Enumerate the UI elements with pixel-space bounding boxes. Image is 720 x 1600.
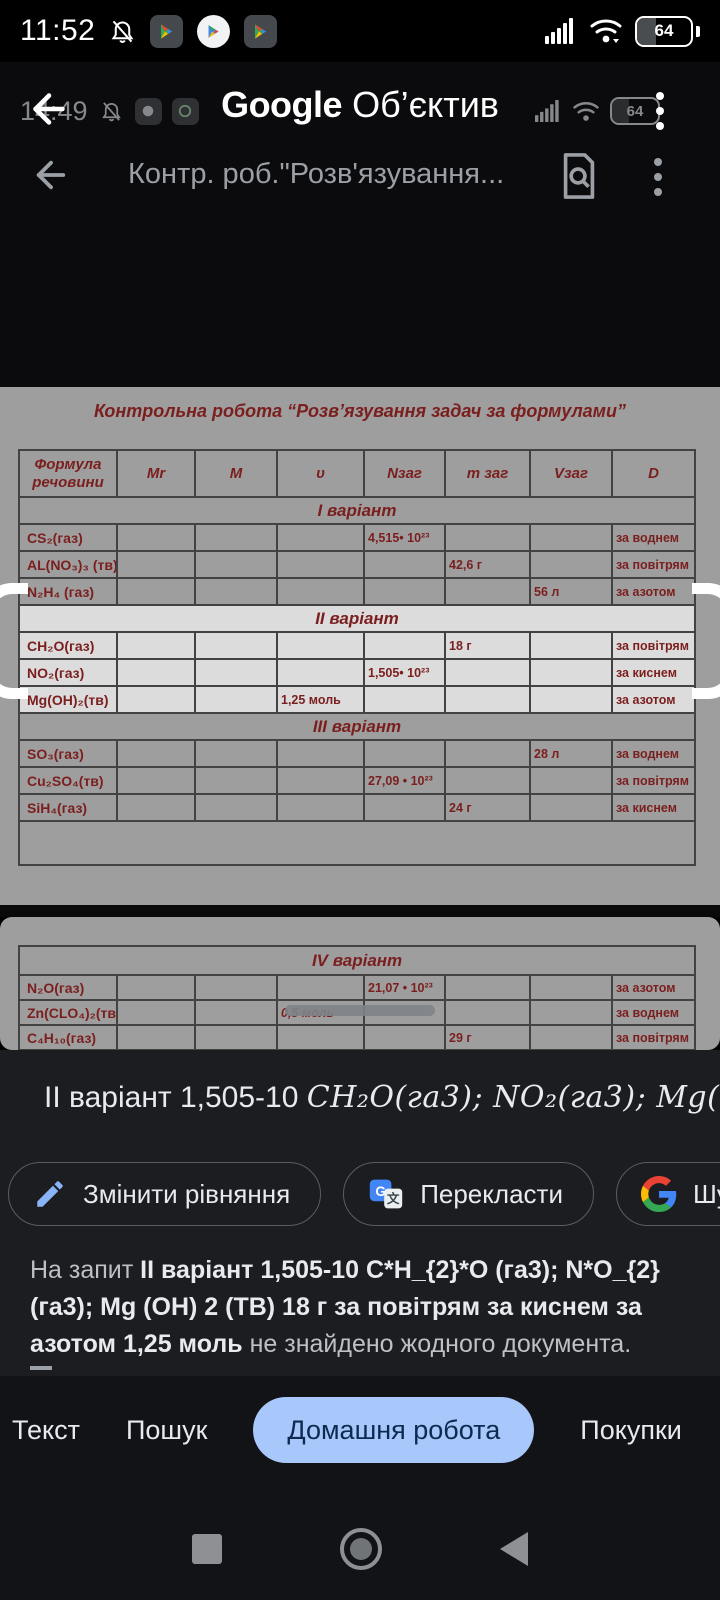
table-row: CS₂(газ) 4,515• 10²³ за воднем <box>18 523 696 552</box>
captured-screenshot-header: 14:49 64 Google Об’єктив <box>0 62 720 387</box>
android-navbar <box>0 1528 720 1570</box>
no-results-message: На запит ІІ варіант 1,505-10 C*H_{2}*O (… <box>30 1256 660 1358</box>
inner-mute-bell-icon <box>100 100 123 123</box>
notification-app-icon <box>244 14 278 48</box>
inner-app-icon <box>171 97 199 125</box>
notification-app-icon <box>150 14 184 48</box>
table-row: SiH₄(газ) 24 г за киснем <box>18 793 696 822</box>
table-row: Mg(OH)₂(тв) 1,25 моль за азотом <box>18 685 696 714</box>
search-button[interactable]: Шукати <box>615 1162 720 1226</box>
list-dash <box>30 1366 52 1370</box>
clock: 11:52 <box>20 14 96 47</box>
lens-overflow-menu[interactable] <box>656 92 664 130</box>
find-in-document-icon[interactable] <box>556 150 602 202</box>
pen-scribble <box>285 1005 435 1016</box>
back-button[interactable] <box>500 1532 528 1566</box>
mute-bell-icon <box>109 18 136 45</box>
inner-signal-icon <box>535 100 562 122</box>
svg-text:文: 文 <box>387 1191 400 1206</box>
selection-handle-right[interactable] <box>692 583 720 699</box>
worksheet-title: Контрольна робота “Розв’язування задач з… <box>94 401 626 421</box>
recognized-text: ІІ варіант 1,505-10 CH₂O(га3); NO₂(га3);… <box>44 1080 720 1115</box>
table-row: AL(NO₃)₃ (тв) 42,6 г за повітрям <box>18 550 696 579</box>
bottom-bar: Текст Пошук Домашня робота Покупки Місця <box>0 1376 720 1600</box>
lens-appbar: 14:49 64 Google Об’єктив <box>0 78 720 144</box>
google-g-icon <box>640 1176 677 1212</box>
lens-mode-tabs: Текст Пошук Домашня робота Покупки Місця <box>0 1396 720 1464</box>
table-row: N₂H₄ (газ) 56 л за азотом <box>18 577 696 606</box>
lens-result-panel: ІІ варіант 1,505-10 CH₂O(га3); NO₂(га3);… <box>0 1050 720 1376</box>
recents-button[interactable] <box>192 1534 222 1564</box>
doc-back-icon[interactable] <box>30 154 72 196</box>
doc-overflow-menu[interactable] <box>654 158 662 196</box>
variant-4-row: ІV варіант <box>17 945 697 976</box>
tab-homework[interactable]: Домашня робота <box>253 1397 535 1463</box>
lens-back-button[interactable] <box>26 86 72 132</box>
worksheet-table-2: ІV варіант N₂O(газ) 21,07 • 10²³ за азотом… <box>17 945 697 1051</box>
signal-icon <box>545 18 577 44</box>
doc-title: Контр. роб."Розв'язування... <box>128 158 505 190</box>
tab-search[interactable]: Пошук <box>125 1414 208 1445</box>
table-row: C₄H₁₀(газ) 29 г за повітрям <box>18 1024 697 1051</box>
query-text: ІІ варіант 1,505-10 C*H_{2}*O (га3); N*O… <box>30 1256 660 1358</box>
selection-handle-left[interactable] <box>0 583 28 699</box>
document-toolbar: Контр. роб."Розв'язування... <box>0 146 720 210</box>
edit-equation-button[interactable]: Змінити рівняння <box>8 1162 322 1226</box>
battery-icon: 64 <box>635 15 693 47</box>
action-buttons: Змінити рівняння G文 Перекласти Шукати <box>8 1162 720 1226</box>
table-row: NO₂(газ) 1,505• 10²³ за киснем <box>18 658 696 687</box>
table-header-row: Формула речовини Mr M υ Nзаг m заг Vзаг … <box>18 449 696 498</box>
table-row: Cu₂SO₄(тв) 27,09 • 10²³ за повітрям <box>18 766 696 795</box>
table-row: SO₃(газ) 28 л за воднем <box>18 739 696 768</box>
battery-nub <box>696 25 700 37</box>
table-row: CH₂O(газ) 18 г за повітрям <box>18 631 696 660</box>
svg-text:G: G <box>376 1184 387 1199</box>
inner-app-icon <box>134 97 162 125</box>
variant-1-row: І варіант <box>18 496 696 525</box>
inner-wifi-icon <box>572 100 600 123</box>
pencil-icon <box>33 1177 67 1211</box>
notification-app-icon <box>197 14 231 48</box>
variant-2-row: ІІ варіант <box>18 604 696 633</box>
tab-shopping[interactable]: Покупки <box>580 1414 682 1445</box>
worksheet-photo-2: ІV варіант N₂O(газ) 21,07 • 10²³ за азотом… <box>0 917 720 1051</box>
wifi-icon <box>589 17 623 45</box>
worksheet-table: Формула речовини Mr M υ Nзаг m заг Vзаг … <box>18 449 696 866</box>
status-bar: 11:52 64 <box>0 0 720 62</box>
table-row: N₂O(газ) 21,07 • 10²³ за азотом <box>18 974 697 1001</box>
variant-3-row: ІІІ варіант <box>18 712 696 741</box>
worksheet-photo: Контрольна робота “Розв’язування задач з… <box>0 387 720 905</box>
empty-row <box>18 820 696 866</box>
home-button[interactable] <box>340 1528 382 1570</box>
page-divider <box>0 905 720 917</box>
lens-title: Google Об’єктив <box>221 84 499 125</box>
tab-text[interactable]: Текст <box>12 1414 80 1445</box>
